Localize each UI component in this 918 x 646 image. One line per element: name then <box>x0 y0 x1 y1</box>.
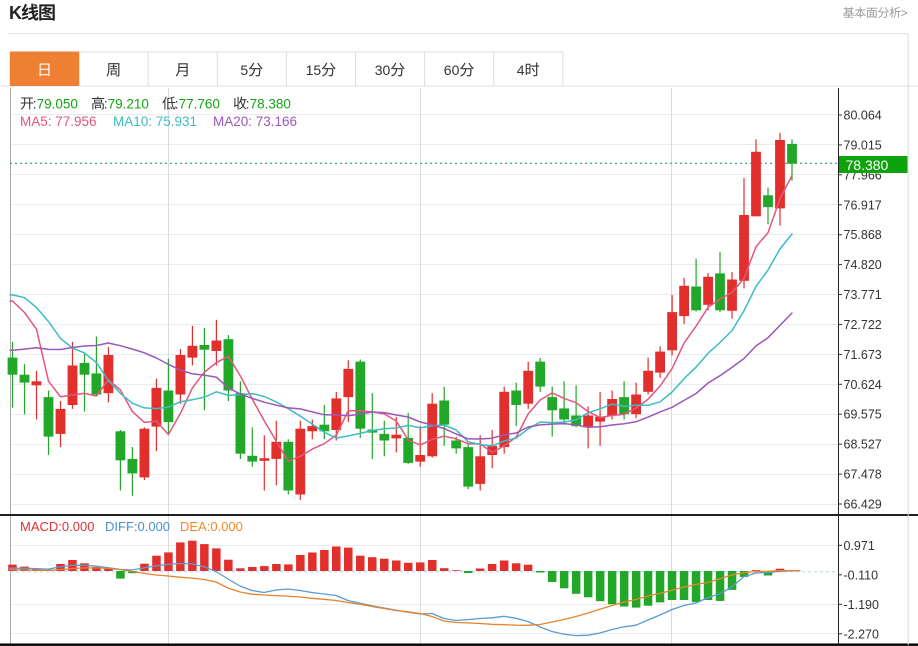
svg-text:78.380: 78.380 <box>250 97 291 112</box>
svg-text:74.820: 74.820 <box>844 258 882 272</box>
svg-text:MA10: 75.931: MA10: 75.931 <box>113 114 197 129</box>
svg-text:30: 30 <box>375 62 391 78</box>
svg-text:MA5: 77.956: MA5: 77.956 <box>20 114 97 129</box>
svg-text:79.050: 79.050 <box>37 97 78 112</box>
svg-text:0.971: 0.971 <box>844 539 875 553</box>
svg-text:-2.270: -2.270 <box>844 627 879 641</box>
svg-text::: : <box>175 96 179 111</box>
svg-text:79.210: 79.210 <box>108 97 149 112</box>
svg-text:>: > <box>901 6 908 20</box>
svg-text:5: 5 <box>240 62 248 78</box>
svg-text:70.624: 70.624 <box>844 378 882 392</box>
svg-text:-0.110: -0.110 <box>844 568 879 582</box>
svg-text:-1.190: -1.190 <box>844 598 879 612</box>
svg-text::: : <box>246 96 250 111</box>
svg-text:69.575: 69.575 <box>844 408 882 422</box>
svg-text::: : <box>104 96 108 111</box>
svg-text:15: 15 <box>306 62 322 78</box>
svg-text:77.760: 77.760 <box>179 97 220 112</box>
svg-text:73.771: 73.771 <box>844 288 882 302</box>
svg-text:66.429: 66.429 <box>844 498 882 512</box>
svg-text::: : <box>33 96 37 111</box>
svg-text:71.673: 71.673 <box>844 348 882 362</box>
svg-text:67.478: 67.478 <box>844 468 882 482</box>
svg-text:DIFF:0.000: DIFF:0.000 <box>105 519 170 534</box>
svg-text:4: 4 <box>517 62 525 78</box>
svg-text:72.722: 72.722 <box>844 318 882 332</box>
svg-text:MACD:0.000: MACD:0.000 <box>20 519 94 534</box>
svg-text:75.868: 75.868 <box>844 228 882 242</box>
svg-text:80.064: 80.064 <box>844 109 882 123</box>
svg-text:79.015: 79.015 <box>844 138 882 152</box>
svg-text:68.527: 68.527 <box>844 438 882 452</box>
svg-text:MA20: 73.166: MA20: 73.166 <box>213 114 297 129</box>
svg-text:60: 60 <box>444 62 460 78</box>
svg-text:K: K <box>9 3 22 23</box>
svg-text:78.380: 78.380 <box>846 157 889 173</box>
svg-text:76.917: 76.917 <box>844 198 882 212</box>
svg-text:DEA:0.000: DEA:0.000 <box>180 519 243 534</box>
